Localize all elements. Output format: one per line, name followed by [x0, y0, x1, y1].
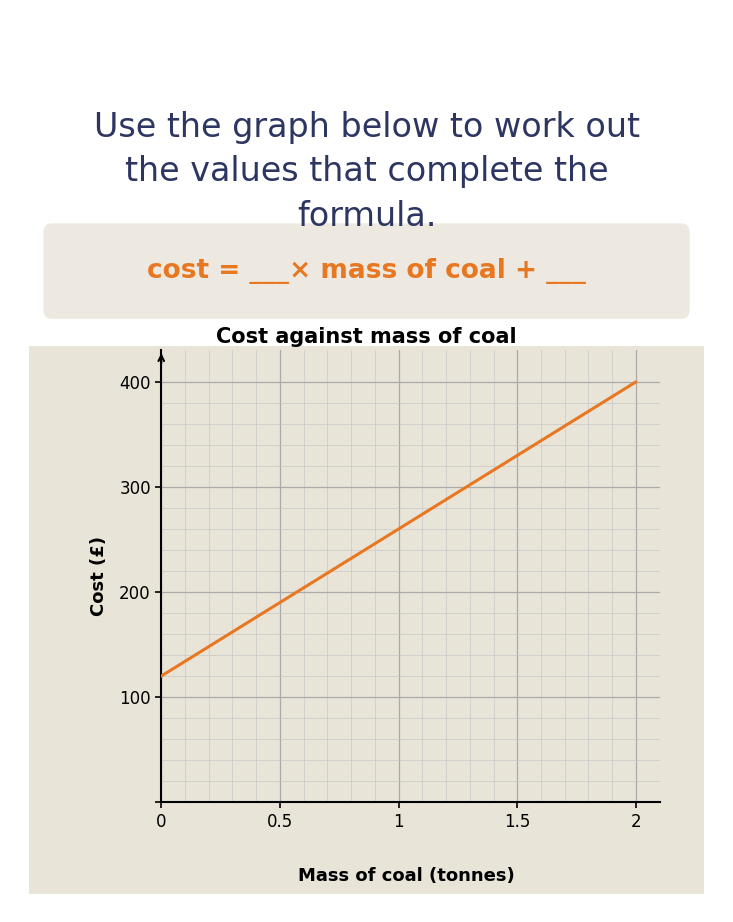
Text: Use the graph below to work out
the values that complete the
formula.: Use the graph below to work out the valu… [94, 111, 639, 233]
Y-axis label: Cost (£): Cost (£) [90, 537, 108, 616]
Text: cost = ___× mass of coal + ___: cost = ___× mass of coal + ___ [147, 258, 586, 284]
Text: Cost against mass of coal: Cost against mass of coal [216, 327, 517, 348]
Text: Mass of coal (tonnes): Mass of coal (tonnes) [298, 867, 515, 885]
